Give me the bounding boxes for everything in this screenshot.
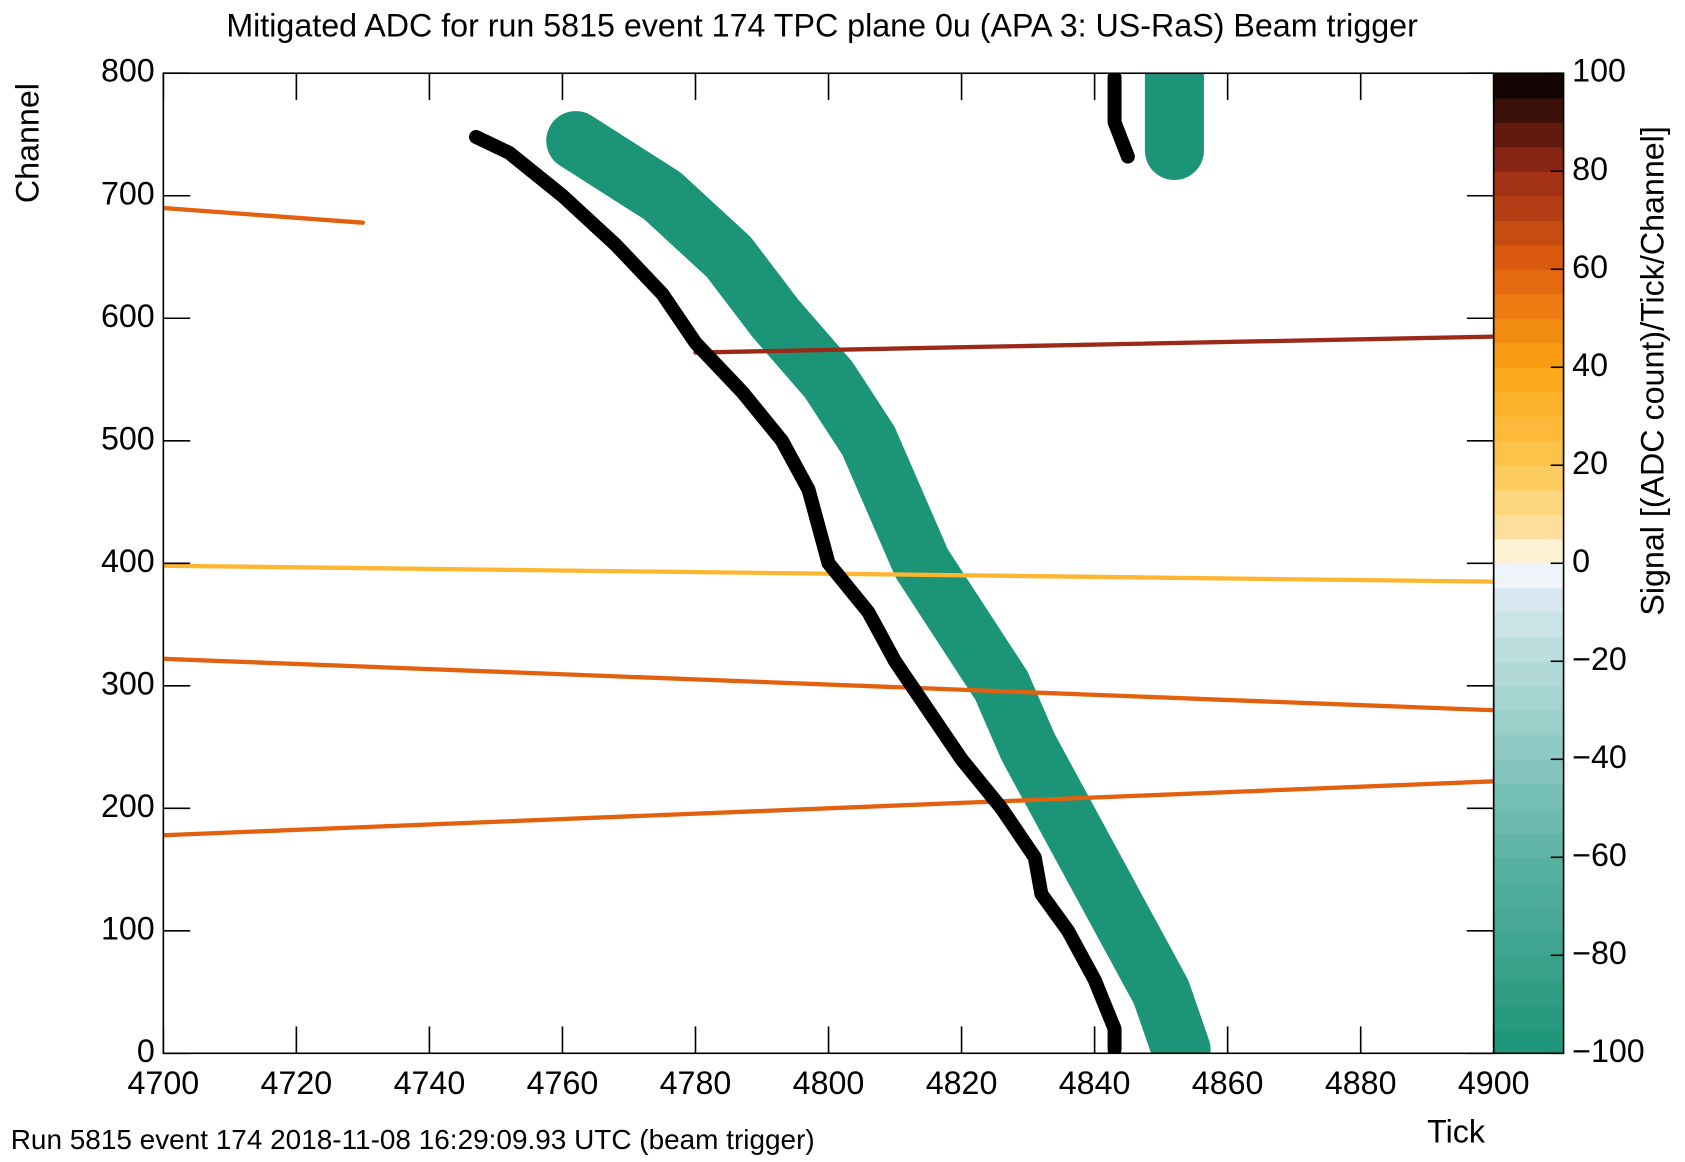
x-tick-label: 4700: [127, 1065, 199, 1101]
x-tick-label: 4800: [793, 1065, 865, 1101]
chart-title: Mitigated ADC for run 5815 event 174 TPC…: [226, 8, 1418, 44]
y-tick-label: 200: [101, 788, 155, 824]
y-tick-label: 100: [101, 910, 155, 946]
colorbar-tick-label: −60: [1572, 837, 1627, 873]
x-tick-label: 4840: [1059, 1065, 1131, 1101]
colorbar-cell: [1493, 73, 1564, 99]
y-tick-label: 300: [101, 665, 155, 701]
colorbar-cell: [1493, 881, 1564, 907]
colorbar-cell: [1493, 514, 1564, 540]
colorbar-cell: [1493, 146, 1564, 172]
colorbar-tick-label: −20: [1572, 641, 1627, 677]
colorbar-cell: [1493, 416, 1564, 442]
y-tick-label: 0: [137, 1033, 155, 1069]
colorbar-cell: [1493, 857, 1564, 883]
colorbar-tick-label: 20: [1572, 445, 1608, 481]
colorbar-cell: [1493, 1004, 1564, 1030]
colorbar-tick-label: 80: [1572, 151, 1608, 187]
colorbar-cell: [1493, 612, 1564, 638]
x-tick-label: 4900: [1458, 1065, 1530, 1101]
x-tick-label: 4760: [527, 1065, 599, 1101]
track: [693, 334, 1494, 355]
colorbar-tick-label: −40: [1572, 739, 1627, 775]
colorbar-cell: [1493, 171, 1564, 197]
track: [546, 111, 1211, 1054]
colorbar-cell: [1493, 955, 1564, 981]
colorbar-cell: [1493, 122, 1564, 148]
colorbar-cell: [1493, 318, 1564, 344]
y-axis-label: Channel: [10, 83, 46, 203]
colorbar-tick-label: −80: [1572, 935, 1627, 971]
colorbar-cell: [1493, 269, 1564, 295]
track: [163, 779, 1494, 838]
colorbar-frame: [1492, 72, 1565, 1055]
x-tick-label: 4780: [660, 1065, 732, 1101]
colorbar-cell: [1493, 538, 1564, 564]
colorbar-tick-label: 100: [1572, 53, 1626, 89]
colorbar-cell: [1493, 832, 1564, 858]
colorbar-tick-label: −100: [1572, 1033, 1645, 1069]
colorbar-cell: [1493, 808, 1564, 834]
x-tick-label: 4860: [1192, 1065, 1264, 1101]
colorbar-label: Signal [(ADC count)/Tick/Channel]: [1634, 126, 1670, 615]
colorbar-cell: [1493, 906, 1564, 932]
track: [1107, 73, 1135, 164]
colorbar-cell: [1493, 489, 1564, 515]
footer: Run 5815 event 174 2018-11-08 16:29:09.9…: [11, 1124, 815, 1155]
colorbar-cell: [1493, 342, 1564, 368]
x-tick-label: 4820: [926, 1065, 998, 1101]
y-tick-label: 700: [101, 175, 155, 211]
colorbar-cell: [1493, 440, 1564, 466]
colorbar-cell: [1493, 930, 1564, 956]
colorbar-cell: [1493, 391, 1564, 417]
track: [468, 129, 1122, 1054]
colorbar-cell: [1493, 587, 1564, 613]
colorbar-cell: [1493, 710, 1564, 736]
colorbar-cell: [1493, 979, 1564, 1005]
colorbar-cell: [1493, 293, 1564, 319]
track: [163, 656, 1494, 713]
x-tick-label: 4740: [394, 1065, 466, 1101]
y-tick-label: 500: [101, 420, 155, 456]
colorbar-cell: [1493, 734, 1564, 760]
colorbar-cell: [1493, 1028, 1564, 1054]
plot-area: [163, 73, 1494, 1054]
colorbar-cell: [1493, 195, 1564, 221]
colorbar-cell: [1493, 220, 1564, 246]
colorbar-cell: [1493, 636, 1564, 662]
y-tick-label: 400: [101, 543, 155, 579]
colorbar-tick-label: 40: [1572, 347, 1608, 383]
y-tick-label: 800: [101, 53, 155, 89]
colorbar-tick-label: 60: [1572, 249, 1608, 285]
colorbar-cell: [1493, 367, 1564, 393]
colorbar-tick-label: 0: [1572, 543, 1590, 579]
colorbar-cell: [1493, 97, 1564, 123]
colorbar-cell: [1493, 759, 1564, 785]
colorbar-cell: [1493, 244, 1564, 270]
y-tick-label: 600: [101, 298, 155, 334]
x-axis-label: Tick: [1427, 1113, 1486, 1149]
colorbar-cell: [1493, 783, 1564, 809]
colorbar-cell: [1493, 465, 1564, 491]
track: [163, 205, 366, 225]
colorbar-cell: [1493, 661, 1564, 687]
x-tick-label: 4720: [261, 1065, 333, 1101]
colorbar-cell: [1493, 563, 1564, 589]
x-tick-label: 4880: [1325, 1065, 1397, 1101]
colorbar-cell: [1493, 685, 1564, 711]
